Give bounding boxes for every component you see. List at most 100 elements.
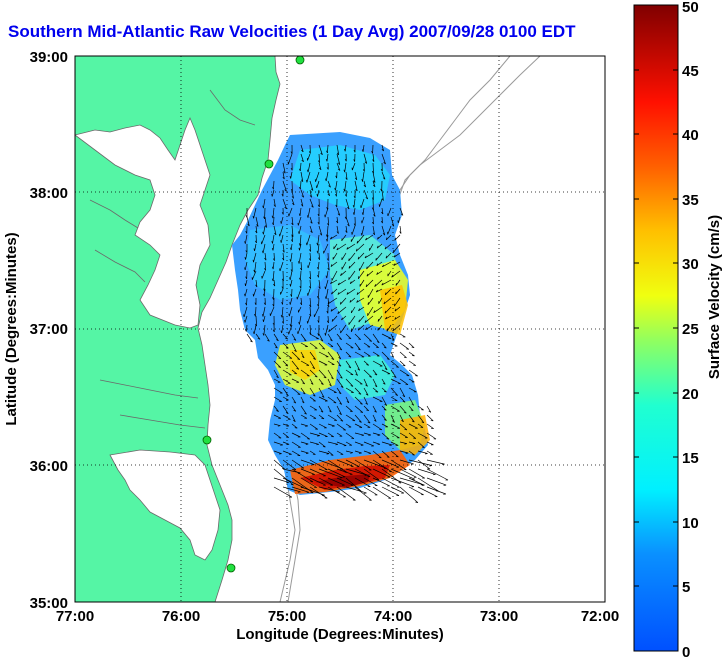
velocity-arrow xyxy=(327,144,329,154)
velocity-arrow-head xyxy=(319,233,323,236)
velocity-arrow xyxy=(390,459,407,471)
velocity-arrow-head xyxy=(317,213,320,217)
velocity-arrow xyxy=(245,279,248,286)
velocity-arrow xyxy=(307,261,311,269)
velocity-arrow xyxy=(397,216,401,223)
velocity-arrow xyxy=(363,360,369,366)
velocity-arrow-head xyxy=(245,250,248,253)
velocity-arrow xyxy=(336,216,339,224)
velocity-arrow-head xyxy=(392,328,395,332)
velocity-arrow-head xyxy=(376,263,379,266)
velocity-arrow xyxy=(426,477,447,486)
velocity-arrow xyxy=(261,270,266,279)
velocity-arrow-head xyxy=(383,346,387,349)
velocity-arrow xyxy=(318,414,325,420)
velocity-arrow xyxy=(291,396,297,404)
velocity-arrow xyxy=(349,297,356,303)
velocity-arrow-head xyxy=(291,239,293,242)
velocity-arrow xyxy=(363,486,378,496)
y-tick-label: 35:00 xyxy=(30,595,68,612)
velocity-arrow xyxy=(394,315,401,320)
velocity-arrow-head xyxy=(411,463,414,465)
x-tick-label: 72:00 xyxy=(581,608,619,625)
velocity-arrow xyxy=(282,432,289,438)
velocity-arrow-head xyxy=(357,256,360,260)
colorbar-tick-label: 20 xyxy=(682,386,699,403)
velocity-arrow-head xyxy=(340,376,343,379)
velocity-arrow-head xyxy=(349,281,352,284)
radar-site-marker xyxy=(226,563,236,573)
velocity-arrow xyxy=(395,279,401,286)
velocity-arrow-head xyxy=(309,249,311,252)
velocity-arrow xyxy=(363,378,368,387)
velocity-arrow xyxy=(264,261,267,271)
velocity-arrow-head xyxy=(281,212,284,215)
velocity-arrow-head xyxy=(337,292,340,295)
velocity-arrow xyxy=(273,252,275,261)
velocity-arrow-head xyxy=(289,283,291,287)
velocity-arrow-head xyxy=(293,338,297,341)
velocity-arrow-head xyxy=(404,356,407,359)
velocity-arrow-head xyxy=(399,231,402,234)
velocity-arrow-head xyxy=(366,273,369,277)
velocity-arrow-head xyxy=(309,258,311,261)
velocity-arrow-head xyxy=(293,419,296,422)
velocity-arrow xyxy=(363,342,371,348)
velocity-arrow xyxy=(345,459,360,467)
velocity-arrow-head xyxy=(373,180,376,183)
velocity-arrow xyxy=(317,261,320,270)
velocity-arrow-head xyxy=(385,255,388,259)
velocity-arrow xyxy=(291,198,295,206)
velocity-arrow xyxy=(399,477,425,486)
velocity-arrow-head xyxy=(358,319,360,323)
velocity-arrow-head xyxy=(262,250,264,254)
velocity-arrow xyxy=(417,405,424,411)
velocity-arrow xyxy=(390,369,397,378)
velocity-arrow xyxy=(327,189,330,196)
velocity-arrow xyxy=(273,432,282,439)
velocity-arrow xyxy=(273,468,294,486)
velocity-arrow xyxy=(282,414,291,420)
velocity-arrow-head xyxy=(344,216,347,220)
velocity-arrow-head xyxy=(298,261,300,264)
velocity-arrow xyxy=(336,207,341,216)
velocity-arrow xyxy=(363,405,369,411)
velocity-arrow xyxy=(307,162,311,173)
velocity-arrow xyxy=(291,234,293,242)
x-tick-label: 73:00 xyxy=(480,608,518,625)
velocity-arrow-head xyxy=(245,329,247,332)
velocity-arrow xyxy=(390,477,415,488)
velocity-arrow-head xyxy=(411,420,415,423)
velocity-arrow xyxy=(309,279,312,289)
velocity-arrow-head xyxy=(410,409,414,412)
velocity-arrow xyxy=(390,378,401,385)
velocity-arrow xyxy=(300,189,305,198)
velocity-arrow xyxy=(395,288,401,295)
velocity-arrow-head xyxy=(389,444,392,446)
velocity-arrow xyxy=(291,450,301,457)
velocity-arrow xyxy=(376,243,383,249)
velocity-arrow xyxy=(381,477,400,488)
velocity-arrow xyxy=(300,414,308,419)
velocity-arrow xyxy=(327,342,334,347)
velocity-arrow xyxy=(363,351,371,357)
velocity-arrow-head xyxy=(400,213,404,216)
velocity-arrow xyxy=(327,396,337,404)
velocity-arrow xyxy=(255,216,259,227)
velocity-arrow xyxy=(291,423,298,429)
velocity-arrow xyxy=(291,414,296,422)
velocity-arrow xyxy=(417,486,438,498)
velocity-arrow xyxy=(313,306,320,318)
velocity-arrow xyxy=(288,324,293,335)
velocity-arrow-head xyxy=(272,329,275,333)
velocity-arrow xyxy=(399,378,409,385)
velocity-arrow xyxy=(381,360,388,370)
velocity-arrow xyxy=(381,387,387,393)
velocity-arrow-head xyxy=(328,185,331,188)
velocity-arrow xyxy=(263,324,266,336)
velocity-arrow-head xyxy=(299,285,302,289)
velocity-arrow-head xyxy=(255,284,258,288)
velocity-arrow-head xyxy=(272,258,275,261)
velocity-arrow xyxy=(253,207,257,219)
